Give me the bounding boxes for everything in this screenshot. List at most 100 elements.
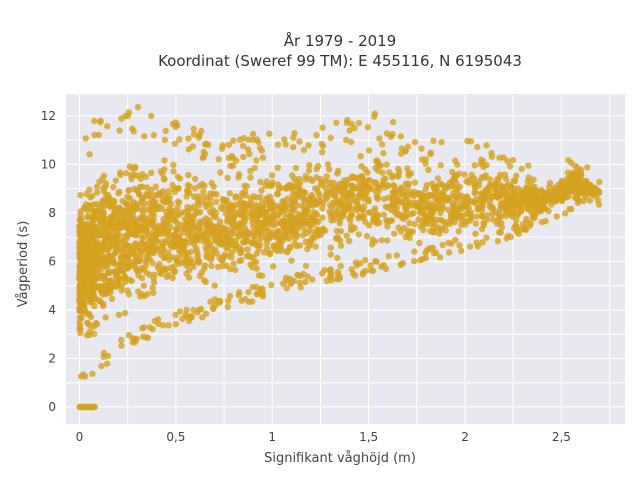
data-point	[466, 243, 474, 250]
data-point	[292, 164, 300, 172]
data-point	[139, 235, 146, 243]
data-point	[172, 311, 179, 319]
data-point	[100, 188, 108, 195]
data-point	[134, 187, 141, 194]
data-point	[565, 157, 572, 164]
data-point	[374, 220, 381, 227]
data-point	[249, 130, 257, 138]
data-point	[385, 217, 392, 224]
data-point	[83, 292, 91, 299]
data-point	[226, 235, 234, 242]
data-point	[168, 200, 175, 208]
data-point	[496, 206, 504, 213]
data-point	[349, 205, 357, 212]
data-point	[148, 112, 155, 120]
data-point	[133, 266, 140, 273]
data-point	[364, 124, 372, 131]
data-point	[105, 285, 112, 293]
data-point	[146, 324, 154, 331]
data-point	[137, 293, 144, 300]
data-point	[583, 191, 590, 198]
data-point	[111, 250, 119, 257]
data-point	[458, 221, 465, 229]
data-point	[498, 224, 506, 231]
data-point	[301, 205, 308, 212]
data-point	[171, 268, 179, 275]
data-point	[149, 259, 156, 267]
data-point	[372, 187, 379, 195]
data-point	[258, 272, 266, 279]
data-point	[468, 213, 475, 220]
data-point	[105, 192, 112, 199]
data-point	[190, 131, 198, 138]
data-point	[224, 215, 231, 223]
data-point	[237, 201, 244, 208]
data-point	[483, 142, 490, 149]
data-point	[566, 206, 573, 213]
data-point	[458, 247, 465, 255]
data-point	[198, 269, 205, 276]
data-point	[366, 176, 373, 184]
x-tick-label: 2,5	[552, 430, 571, 444]
data-point	[446, 217, 453, 225]
data-point	[239, 142, 247, 150]
data-point	[144, 245, 151, 252]
data-point	[330, 213, 337, 220]
data-point	[480, 221, 488, 229]
data-point	[514, 211, 521, 219]
data-point	[185, 217, 192, 224]
data-point	[250, 254, 257, 261]
data-point	[254, 290, 261, 297]
y-tick-label: 2	[48, 351, 56, 365]
data-point	[209, 207, 217, 214]
data-point	[194, 251, 201, 258]
data-point	[578, 166, 585, 174]
data-point	[439, 241, 446, 249]
data-point	[586, 197, 594, 204]
data-point	[187, 233, 194, 241]
data-point	[422, 249, 429, 257]
data-point	[285, 235, 292, 242]
data-point	[201, 182, 208, 190]
data-point	[77, 265, 84, 272]
data-point	[553, 213, 560, 220]
data-point	[397, 133, 405, 140]
data-point	[132, 219, 139, 226]
data-point	[488, 210, 496, 218]
data-point	[257, 193, 264, 201]
data-point	[474, 206, 482, 213]
data-point	[389, 174, 396, 181]
data-point	[287, 183, 294, 191]
data-point	[150, 192, 158, 199]
data-point	[449, 177, 456, 185]
data-point	[371, 110, 379, 117]
data-point	[196, 225, 203, 232]
data-point	[322, 177, 329, 185]
data-point	[207, 190, 214, 197]
data-point	[131, 164, 139, 172]
data-point	[106, 235, 113, 243]
data-point	[522, 190, 529, 197]
data-point	[230, 137, 237, 144]
data-point	[77, 192, 84, 199]
data-point	[98, 362, 105, 370]
data-point	[121, 273, 129, 280]
data-point	[143, 334, 150, 341]
data-point	[132, 240, 139, 247]
data-point	[351, 272, 359, 279]
data-point	[420, 226, 427, 234]
data-point	[86, 226, 93, 234]
data-point	[149, 197, 156, 204]
data-point	[225, 141, 233, 148]
data-point	[396, 168, 403, 175]
data-point	[466, 176, 473, 183]
data-point	[430, 137, 437, 144]
data-point	[242, 215, 249, 222]
data-point	[278, 220, 285, 227]
data-point	[420, 192, 427, 199]
data-point	[269, 263, 277, 270]
data-point	[213, 198, 220, 205]
y-tick-label: 8	[48, 206, 56, 220]
data-point	[404, 165, 411, 172]
data-point	[448, 240, 455, 247]
